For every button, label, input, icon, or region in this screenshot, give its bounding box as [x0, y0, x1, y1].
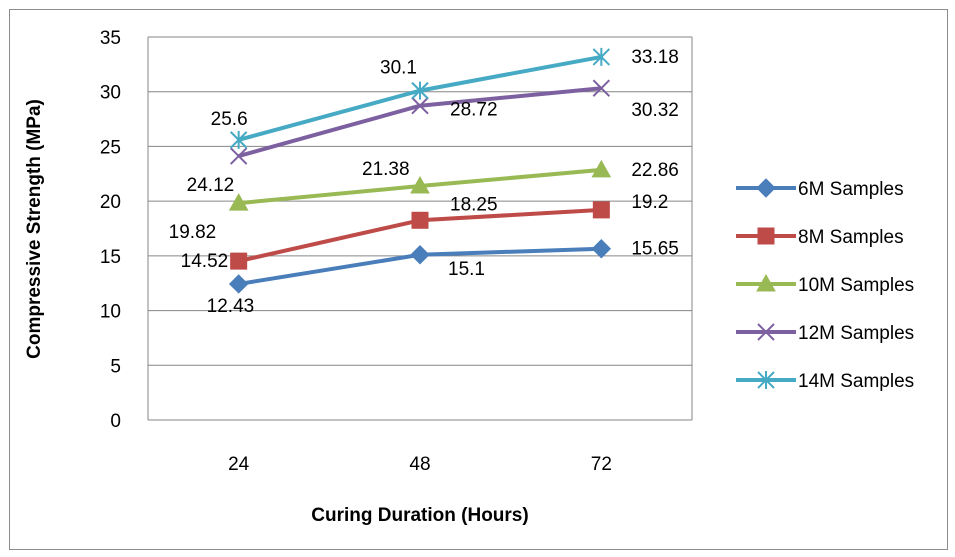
y-axis-title: Compressive Strength (MPa) — [24, 99, 45, 359]
data-point — [411, 97, 429, 115]
data-label: 14.52 — [181, 251, 229, 272]
legend-item: 8M Samples — [736, 227, 904, 248]
gridlines — [147, 36, 693, 421]
data-label: 33.18 — [631, 47, 679, 68]
series-5 — [229, 47, 611, 149]
series-layer — [228, 47, 612, 294]
y-tick-label: 35 — [100, 28, 121, 49]
y-tick-label: 30 — [100, 83, 121, 104]
data-point — [229, 130, 248, 149]
legend-marker — [757, 371, 775, 389]
data-label: 15.1 — [448, 259, 485, 280]
data-label: 28.72 — [450, 100, 498, 121]
data-label: 24.12 — [187, 175, 235, 196]
legend-item: 14M Samples — [736, 371, 914, 392]
data-point — [228, 193, 249, 211]
legend-marker — [757, 323, 775, 341]
legend-label: 14M Samples — [798, 371, 914, 392]
data-labels-layer: 12.43 15.1 15.65 14.52 18.25 19.2 19.82 21.38 22… — [169, 47, 679, 317]
legend-item: 12M Samples — [736, 323, 914, 344]
y-tick-label: 5 — [110, 356, 121, 377]
legend-label: 10M Samples — [798, 275, 914, 296]
data-label: 30.32 — [631, 100, 679, 121]
data-point — [591, 159, 612, 178]
data-label: 15.65 — [631, 239, 679, 260]
legend: 6M Samples 8M Samples 10M Samples 12M Sampl… — [736, 178, 914, 392]
data-point — [592, 79, 611, 97]
data-point — [410, 176, 430, 194]
series-2 — [230, 201, 610, 270]
data-label: 25.6 — [211, 109, 248, 130]
data-label: 19.2 — [631, 192, 668, 213]
data-point — [228, 274, 249, 294]
x-axis-title: Curing Duration (Hours) — [311, 505, 528, 526]
series-1 — [228, 239, 612, 294]
data-label: 18.25 — [450, 194, 498, 215]
data-label: 21.38 — [362, 159, 410, 180]
data-point — [230, 252, 248, 270]
y-tick-label: 10 — [100, 302, 121, 323]
data-label: 12.43 — [207, 296, 255, 317]
data-point — [592, 201, 610, 219]
data-label: 22.86 — [631, 160, 679, 181]
data-point — [591, 239, 612, 259]
legend-marker — [756, 273, 776, 292]
series-4 — [229, 79, 611, 165]
series-3 — [228, 159, 612, 211]
legend-label: 12M Samples — [798, 323, 914, 344]
data-point — [410, 245, 430, 265]
y-tick-label: 15 — [100, 247, 121, 268]
y-tick-label: 0 — [110, 411, 121, 432]
data-label: 30.1 — [380, 58, 417, 79]
data-point — [411, 81, 429, 100]
data-point — [229, 147, 248, 165]
y-tick-label: 25 — [100, 137, 121, 158]
legend-label: 6M Samples — [798, 179, 904, 200]
data-point — [411, 211, 429, 229]
legend-label: 8M Samples — [798, 227, 904, 248]
x-tick-labels: 24 48 72 — [228, 454, 612, 475]
x-tick-label: 48 — [409, 454, 430, 475]
x-tick-label: 24 — [228, 454, 250, 475]
data-label: 19.82 — [169, 222, 217, 243]
legend-item: 6M Samples — [736, 178, 904, 200]
legend-item: 10M Samples — [736, 273, 914, 296]
legend-marker — [757, 227, 775, 245]
y-tick-labels: 0 5 10 15 20 25 30 35 — [100, 28, 121, 432]
y-tick-label: 20 — [100, 192, 121, 213]
data-point — [592, 47, 611, 66]
legend-marker — [756, 178, 776, 198]
x-tick-label: 72 — [591, 454, 612, 475]
